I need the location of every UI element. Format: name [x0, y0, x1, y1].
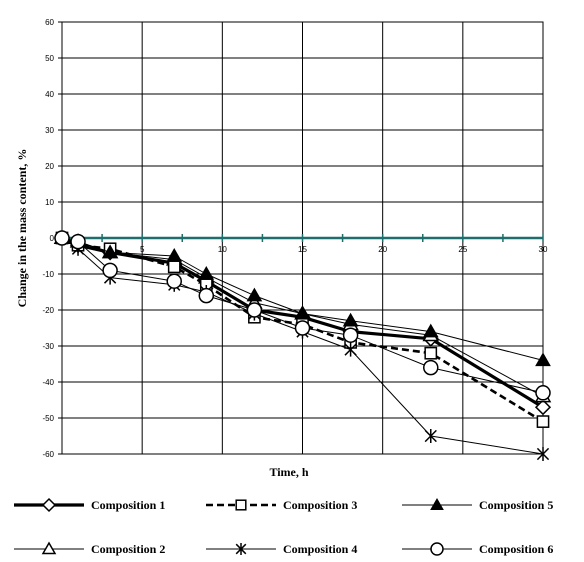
marker-circle	[246, 302, 263, 318]
marker-diamond	[534, 399, 552, 416]
y-axis-title: Change in the mass content, %	[15, 149, 29, 308]
y-tick-label: -20	[42, 306, 54, 315]
x-tick-label: 30	[539, 245, 548, 254]
legend-label: Composition 1	[91, 498, 165, 512]
y-tick-label: -50	[42, 414, 54, 423]
legend-item-3: Composition 3	[206, 498, 357, 512]
tick-labels: 60 50 40 30 20 10 0 -10 -20 -30 -40 -50 -60 5 10 15 20 25…	[42, 18, 548, 459]
marker-circle	[102, 262, 118, 279]
marker-star	[344, 342, 357, 357]
marker-circle	[166, 273, 182, 289]
data-series	[53, 229, 552, 461]
legend-label: Composition 2	[91, 542, 165, 556]
series-6	[54, 230, 551, 401]
marker-triangle-filled	[198, 265, 215, 280]
series-line	[61, 237, 544, 361]
marker-circle	[54, 230, 70, 246]
legend-label: Composition 6	[479, 542, 553, 556]
y-tick-label: 10	[45, 198, 54, 207]
marker-triangle-filled	[102, 244, 118, 259]
marker-circle	[294, 320, 311, 336]
marker-triangle-filled	[294, 305, 311, 320]
marker-triangle-filled	[246, 287, 263, 302]
x-tick-label: 25	[458, 245, 467, 254]
marker-circle	[198, 287, 215, 304]
y-tick-label: -60	[42, 450, 54, 459]
y-tick-label: 30	[45, 126, 54, 135]
marker-circle	[535, 385, 551, 401]
marker-triangle-filled	[430, 497, 444, 510]
y-tick-label: -10	[42, 270, 54, 279]
y-tick-label: -40	[42, 378, 54, 387]
y-tick-label: 20	[45, 162, 54, 171]
series-line	[61, 237, 544, 394]
legend-item-1: Composition 1	[14, 497, 165, 513]
legend-item-6: Composition 6	[402, 542, 553, 556]
marker-circle	[70, 233, 86, 250]
marker-star	[235, 543, 247, 555]
y-tick-label: -30	[42, 342, 54, 351]
legend-item-5: Composition 5	[402, 497, 553, 512]
marker-square	[167, 260, 181, 274]
legend-item-4: Composition 4	[206, 542, 357, 556]
marker-square	[536, 415, 550, 428]
y-tick-label: 50	[45, 54, 54, 63]
legend-label: Composition 5	[479, 498, 553, 512]
marker-square	[235, 499, 247, 511]
marker-square	[424, 346, 438, 360]
marker-star	[536, 447, 550, 461]
marker-circle	[342, 327, 359, 343]
axes	[58, 21, 544, 455]
marker-diamond	[41, 497, 57, 513]
marker-triangle-filled	[422, 323, 439, 338]
marker-star	[424, 429, 437, 443]
marker-triangle-filled	[166, 247, 183, 262]
y-tick-label: 40	[45, 90, 54, 99]
series-line	[61, 236, 544, 409]
x-tick-label: 15	[298, 245, 307, 254]
marker-circle	[430, 542, 444, 556]
x-tick-label: 5	[140, 245, 145, 254]
x-tick-label: 10	[218, 245, 227, 254]
y-tick-label: 60	[45, 18, 54, 27]
marker-circle	[423, 359, 439, 376]
marker-triangle-filled	[535, 352, 551, 367]
legend-label: Composition 3	[283, 498, 357, 512]
legend: Composition 1 Composition 3 Composition 5 C…	[14, 497, 553, 556]
marker-triangle-filled	[342, 312, 359, 327]
x-axis-title: Time, h	[269, 465, 308, 479]
x-tick-label: 20	[378, 245, 387, 254]
legend-label: Composition 4	[283, 542, 357, 556]
legend-item-2: Composition 2	[14, 541, 165, 556]
y-tick-label: 0	[50, 234, 55, 243]
marker-triangle-open	[41, 541, 57, 555]
